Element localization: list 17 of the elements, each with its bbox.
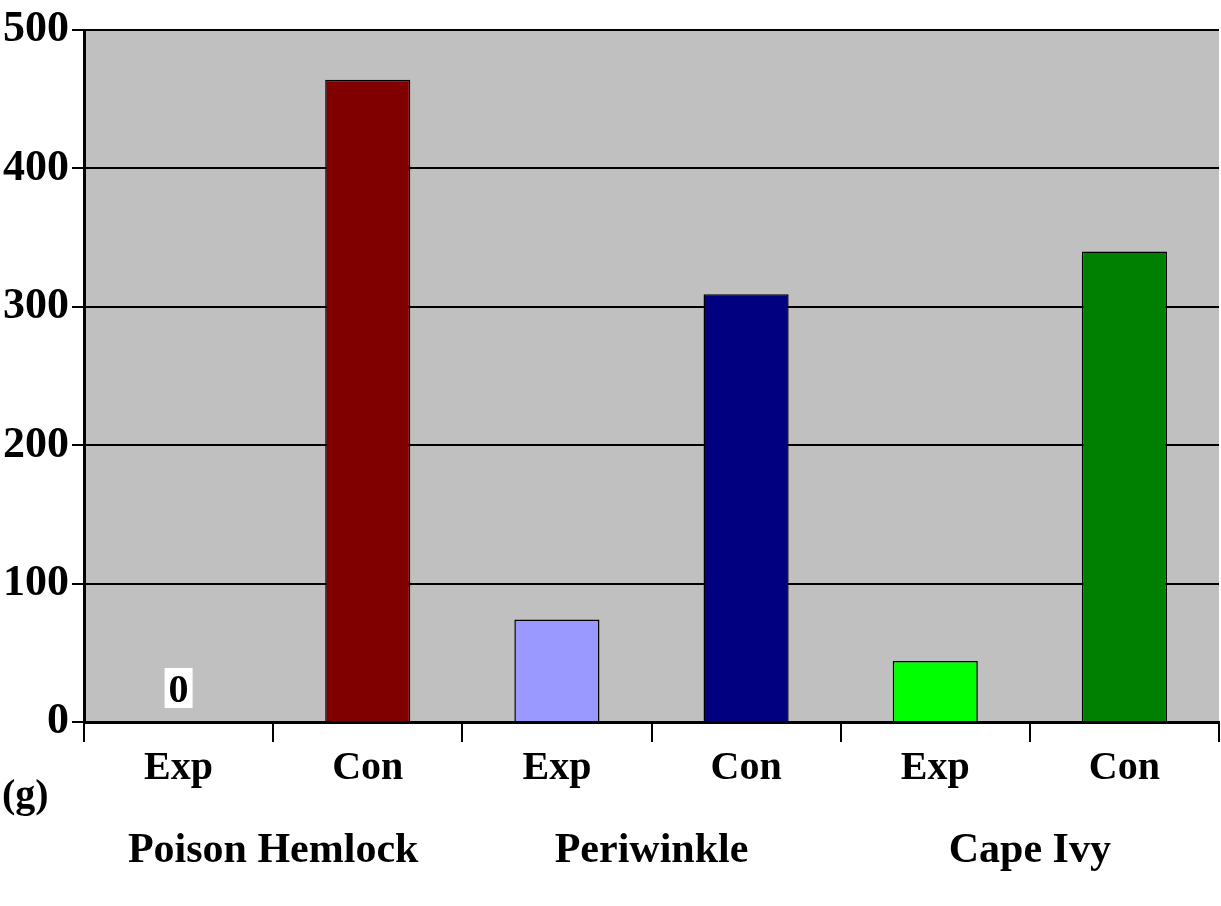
x-tick-label: Exp (144, 743, 214, 789)
y-tick-label: 200 (3, 417, 69, 467)
y-tick-label: 0 (47, 694, 69, 744)
x-tick-label: Exp (522, 743, 592, 789)
text: Cape Ivy (948, 825, 1111, 871)
y-tick-label: 500 (3, 2, 69, 52)
y-tick-label: 300 (3, 279, 69, 329)
y-axis-title: (g) (2, 771, 49, 816)
y-tick-label: 400 (3, 140, 69, 190)
x-tick-label: Con (332, 743, 404, 789)
y-tick-label: 100 (3, 555, 69, 605)
x-tick-label: Con (1088, 743, 1160, 789)
x-tick-label: Con (710, 743, 782, 789)
text: Periwinkle (554, 825, 749, 871)
data-label: 0 (168, 666, 189, 711)
text: Poison Hemlock (127, 825, 420, 871)
x-tick-label: Exp (900, 743, 970, 789)
